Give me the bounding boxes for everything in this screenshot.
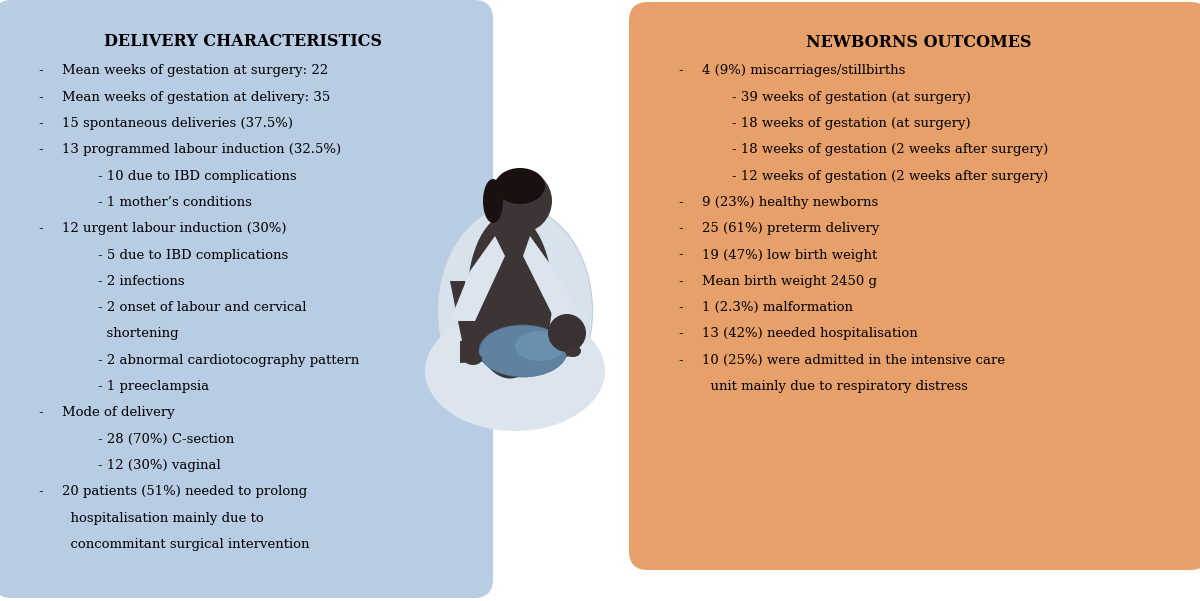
Text: - 28 (70%) C-section: - 28 (70%) C-section: [98, 433, 234, 446]
Text: hospitalisation mainly due to: hospitalisation mainly due to: [62, 511, 264, 525]
Text: -: -: [678, 196, 683, 209]
FancyBboxPatch shape: [630, 3, 1200, 569]
Text: - 39 weeks of gestation (at surgery): - 39 weeks of gestation (at surgery): [732, 91, 971, 104]
Text: 4 (9%) miscarriages/stillbirths: 4 (9%) miscarriages/stillbirths: [702, 64, 905, 78]
Text: -: -: [38, 485, 43, 498]
Text: unit mainly due to respiratory distress: unit mainly due to respiratory distress: [702, 380, 968, 393]
Text: - 1 preeclampsia: - 1 preeclampsia: [98, 380, 209, 393]
Text: -: -: [38, 117, 43, 130]
Ellipse shape: [565, 345, 581, 357]
Polygon shape: [450, 236, 505, 321]
Ellipse shape: [425, 311, 605, 431]
Text: -: -: [678, 64, 683, 78]
Ellipse shape: [468, 213, 552, 379]
Text: - 2 abnormal cardiotocography pattern: - 2 abnormal cardiotocography pattern: [98, 354, 359, 367]
Ellipse shape: [438, 206, 593, 416]
Text: shortening: shortening: [98, 328, 179, 341]
Text: - 2 onset of labour and cervical: - 2 onset of labour and cervical: [98, 301, 306, 314]
Text: - 12 (30%) vaginal: - 12 (30%) vaginal: [98, 459, 221, 472]
Ellipse shape: [515, 331, 565, 361]
Text: - 5 due to IBD complications: - 5 due to IBD complications: [98, 249, 288, 261]
Text: Mean weeks of gestation at surgery: 22: Mean weeks of gestation at surgery: 22: [62, 64, 328, 78]
Ellipse shape: [464, 353, 482, 365]
Text: 13 (42%) needed hospitalisation: 13 (42%) needed hospitalisation: [702, 328, 918, 341]
Text: - 10 due to IBD complications: - 10 due to IBD complications: [98, 169, 296, 183]
Ellipse shape: [496, 168, 545, 204]
Text: DELIVERY CHARACTERISTICS: DELIVERY CHARACTERISTICS: [104, 32, 382, 49]
Text: - 12 weeks of gestation (2 weeks after surgery): - 12 weeks of gestation (2 weeks after s…: [732, 169, 1049, 183]
Text: NEWBORNS OUTCOMES: NEWBORNS OUTCOMES: [806, 34, 1032, 52]
Circle shape: [548, 314, 586, 352]
Polygon shape: [523, 236, 577, 316]
Ellipse shape: [484, 179, 503, 223]
Polygon shape: [450, 281, 485, 356]
Ellipse shape: [524, 190, 542, 228]
Text: -: -: [678, 249, 683, 261]
Text: - 18 weeks of gestation (at surgery): - 18 weeks of gestation (at surgery): [732, 117, 971, 130]
Text: 15 spontaneous deliveries (37.5%): 15 spontaneous deliveries (37.5%): [62, 117, 293, 130]
Text: -: -: [678, 354, 683, 367]
Polygon shape: [460, 336, 577, 363]
Ellipse shape: [504, 219, 522, 247]
Text: -: -: [678, 328, 683, 341]
Text: -: -: [38, 406, 43, 419]
Text: 1 (2.3%) malformation: 1 (2.3%) malformation: [702, 301, 853, 314]
Text: -: -: [678, 275, 683, 288]
Text: -: -: [38, 64, 43, 78]
Text: - 18 weeks of gestation (2 weeks after surgery): - 18 weeks of gestation (2 weeks after s…: [732, 144, 1049, 156]
Text: 19 (47%) low birth weight: 19 (47%) low birth weight: [702, 249, 877, 261]
Text: 10 (25%) were admitted in the intensive care: 10 (25%) were admitted in the intensive …: [702, 354, 1006, 367]
Circle shape: [488, 169, 552, 233]
Text: 13 programmed labour induction (32.5%): 13 programmed labour induction (32.5%): [62, 144, 341, 156]
Text: Mean weeks of gestation at delivery: 35: Mean weeks of gestation at delivery: 35: [62, 91, 330, 104]
Text: -: -: [38, 222, 43, 236]
Text: concommitant surgical intervention: concommitant surgical intervention: [62, 538, 310, 551]
Ellipse shape: [479, 325, 568, 377]
Text: 12 urgent labour induction (30%): 12 urgent labour induction (30%): [62, 222, 287, 236]
Text: -: -: [678, 301, 683, 314]
Text: 25 (61%) preterm delivery: 25 (61%) preterm delivery: [702, 222, 880, 236]
Text: Mean birth weight 2450 g: Mean birth weight 2450 g: [702, 275, 877, 288]
Text: -: -: [38, 91, 43, 104]
FancyBboxPatch shape: [0, 1, 492, 597]
Text: - 2 infections: - 2 infections: [98, 275, 185, 288]
Text: - 1 mother’s conditions: - 1 mother’s conditions: [98, 196, 252, 209]
Text: 20 patients (51%) needed to prolong: 20 patients (51%) needed to prolong: [62, 485, 307, 498]
Text: Mode of delivery: Mode of delivery: [62, 406, 175, 419]
Text: -: -: [678, 222, 683, 236]
Text: -: -: [38, 144, 43, 156]
Text: 9 (23%) healthy newborns: 9 (23%) healthy newborns: [702, 196, 878, 209]
